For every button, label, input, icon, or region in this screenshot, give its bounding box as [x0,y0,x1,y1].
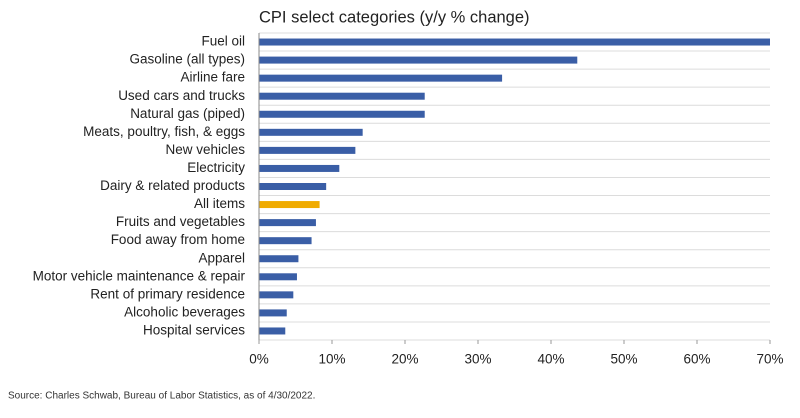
bar [259,255,299,263]
bar [259,74,503,82]
bar [259,128,363,136]
y-tick-label: New vehicles [165,142,245,157]
y-tick-label: Gasoline (all types) [129,52,245,67]
bar [259,237,312,245]
chart-title: CPI select categories (y/y % change) [259,8,530,26]
source-note: Source: Charles Schwab, Bureau of Labor … [8,391,315,402]
y-tick-label: Alcoholic beverages [124,304,245,319]
x-tick-label: 50% [610,352,637,367]
bar [259,183,327,190]
y-tick-label: Electricity [187,160,245,175]
y-tick-label: Hospital services [143,323,245,338]
y-tick-label: Fuel oil [201,34,245,49]
bar [259,273,297,281]
x-tick-label: 20% [391,352,418,367]
x-tick-label: 70% [756,352,783,367]
y-tick-label: Fruits and vegetables [116,214,245,229]
y-tick-label: Meats, poultry, fish, & eggs [83,124,245,139]
y-tick-label: Natural gas (piped) [130,106,245,121]
y-tick-label: Airline fare [180,70,245,85]
x-tick-label: 30% [464,352,491,367]
x-tick-label: 0% [249,352,269,367]
x-tick-label: 40% [537,352,564,367]
bar [259,201,320,209]
bar [259,38,770,46]
y-tick-label: Rent of primary residence [90,286,245,301]
y-tick-label: Motor vehicle maintenance & repair [33,268,246,283]
y-tick-label: Dairy & related products [100,178,245,193]
bar [259,146,356,154]
y-tick-label: Apparel [198,250,245,265]
bar [259,291,294,299]
bar [259,92,425,100]
bar [259,327,286,335]
x-tick-label: 10% [318,352,345,367]
y-tick-label: Used cars and trucks [118,88,245,103]
x-tick-label: 60% [683,352,710,367]
bar [259,219,316,227]
bar [259,164,340,172]
bar [259,309,287,317]
y-tick-label: Food away from home [111,232,245,247]
y-tick-label: All items [194,196,245,211]
bar [259,110,425,118]
bar [259,56,578,64]
